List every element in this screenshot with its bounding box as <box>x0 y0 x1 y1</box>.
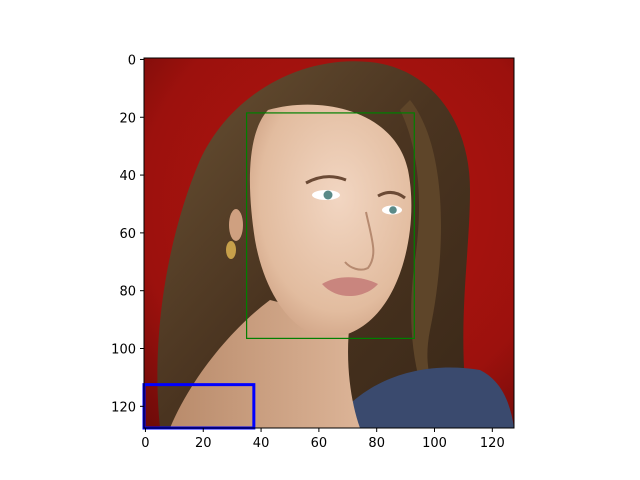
photo-iris-right <box>389 206 397 214</box>
y-tick-label: 120 <box>111 400 136 415</box>
x-tick-label: 120 <box>480 436 505 451</box>
x-tick-label: 80 <box>368 436 385 451</box>
x-axis: 0 20 40 60 80 100 120 <box>141 428 505 451</box>
photo-nose <box>344 211 375 271</box>
photo-brow-right <box>377 191 406 200</box>
y-tick-label: 20 <box>119 111 136 126</box>
photo-hair-strand <box>400 100 470 428</box>
image-area <box>144 58 514 428</box>
y-tick-label: 100 <box>111 343 136 358</box>
photo-earring <box>226 241 236 259</box>
x-tick-label: 40 <box>253 436 270 451</box>
x-tick-label: 100 <box>422 436 447 451</box>
x-tick-label: 20 <box>195 436 212 451</box>
green-box <box>246 112 415 339</box>
y-tick-label: 80 <box>119 285 136 300</box>
photo-brow-left <box>305 175 347 185</box>
y-axis: 0 20 40 60 80 100 120 <box>111 53 144 415</box>
x-tick-label: 60 <box>311 436 328 451</box>
photo-lips <box>322 277 378 297</box>
axes-frame <box>143 57 515 429</box>
photo-shoulder <box>330 367 514 428</box>
y-tick-label: 60 <box>119 227 136 242</box>
photo-face <box>249 104 412 338</box>
y-tick-label: 40 <box>119 169 136 184</box>
photo-ear <box>229 209 243 241</box>
x-tick-label: 0 <box>141 436 149 451</box>
photo-iris-left <box>323 190 333 200</box>
y-tick-label: 0 <box>128 53 136 68</box>
